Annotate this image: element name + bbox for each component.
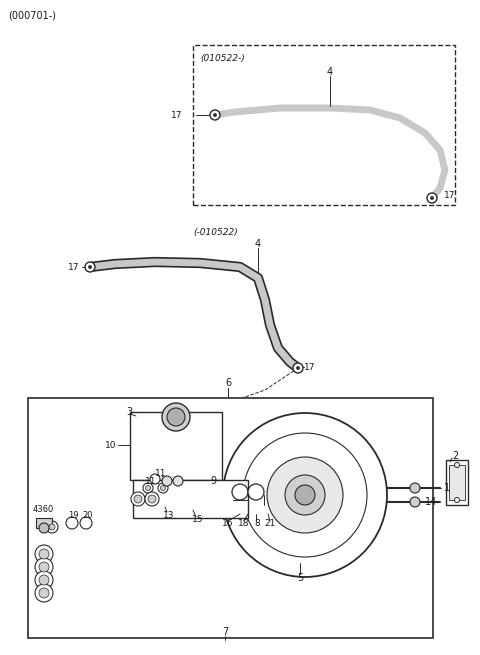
Circle shape [162,476,172,486]
Text: 21: 21 [264,519,276,529]
Text: 15: 15 [192,515,204,525]
Circle shape [35,558,53,576]
Text: (-010522): (-010522) [193,227,238,236]
Circle shape [35,571,53,589]
Circle shape [427,193,437,203]
Circle shape [285,475,325,515]
Circle shape [162,403,190,431]
Bar [133,480,248,518]
Circle shape [455,498,459,502]
Text: 17: 17 [170,111,182,119]
Circle shape [150,474,160,484]
Text: 11: 11 [145,476,156,485]
Circle shape [214,113,216,117]
Text: 6: 6 [225,378,231,388]
Circle shape [410,497,420,507]
Circle shape [173,476,183,486]
Circle shape [66,517,78,529]
Circle shape [85,262,95,272]
Text: 14: 14 [425,497,437,507]
Text: 11: 11 [155,470,167,479]
Circle shape [148,495,156,503]
Circle shape [210,110,220,120]
Circle shape [297,367,300,369]
Circle shape [145,492,159,506]
Bar [446,460,468,505]
Text: 4360: 4360 [33,506,54,514]
Bar [36,518,52,528]
Circle shape [431,196,433,200]
Circle shape [455,462,459,468]
Text: 16: 16 [222,519,233,529]
Text: (000701-): (000701-) [8,10,56,20]
Text: 7: 7 [222,627,228,637]
Text: 3: 3 [126,407,132,417]
Circle shape [232,484,248,500]
Text: 9: 9 [210,476,216,486]
Text: 4: 4 [327,67,333,77]
Circle shape [46,521,58,533]
Circle shape [160,485,166,491]
Circle shape [267,457,343,533]
Circle shape [248,484,264,500]
Text: 5: 5 [297,573,303,583]
Circle shape [223,413,387,577]
Circle shape [39,588,49,598]
Circle shape [145,485,151,491]
Text: 8: 8 [254,519,260,529]
Bar [28,398,433,638]
Text: 1: 1 [444,483,450,493]
Circle shape [293,363,303,373]
Circle shape [35,584,53,602]
Bar [130,412,222,480]
Circle shape [39,562,49,572]
Circle shape [134,495,142,503]
Circle shape [167,408,185,426]
Text: 17: 17 [304,364,315,373]
Text: 4: 4 [255,239,261,249]
Circle shape [49,524,55,530]
Text: 17: 17 [68,263,80,272]
Text: 20: 20 [82,510,93,519]
Text: 2: 2 [452,451,458,461]
Circle shape [39,523,49,533]
Circle shape [243,433,367,557]
Text: 18: 18 [238,519,250,529]
Circle shape [131,492,145,506]
Circle shape [143,483,153,493]
Bar [449,465,465,500]
Circle shape [35,545,53,563]
Text: 19: 19 [68,510,79,519]
Text: (010522-): (010522-) [200,54,245,62]
Circle shape [158,483,168,493]
Text: 17: 17 [444,191,456,200]
Bar [193,45,455,205]
Circle shape [88,265,92,269]
Circle shape [39,575,49,585]
Text: 13: 13 [163,510,175,519]
Circle shape [410,483,420,493]
Text: 10: 10 [105,441,117,449]
Circle shape [39,549,49,559]
Circle shape [80,517,92,529]
Circle shape [295,485,315,505]
